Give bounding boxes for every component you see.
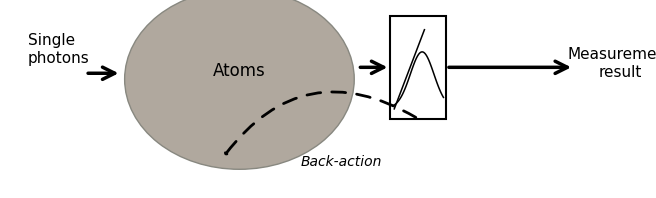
Text: Measurement
result: Measurement result [567,47,656,80]
Bar [390,16,446,119]
Text: Single
photons: Single photons [28,33,89,66]
Text: Back-action: Back-action [300,155,382,169]
Text: Atoms: Atoms [213,62,266,80]
FancyArrowPatch shape [226,92,416,154]
Ellipse shape [125,0,354,169]
